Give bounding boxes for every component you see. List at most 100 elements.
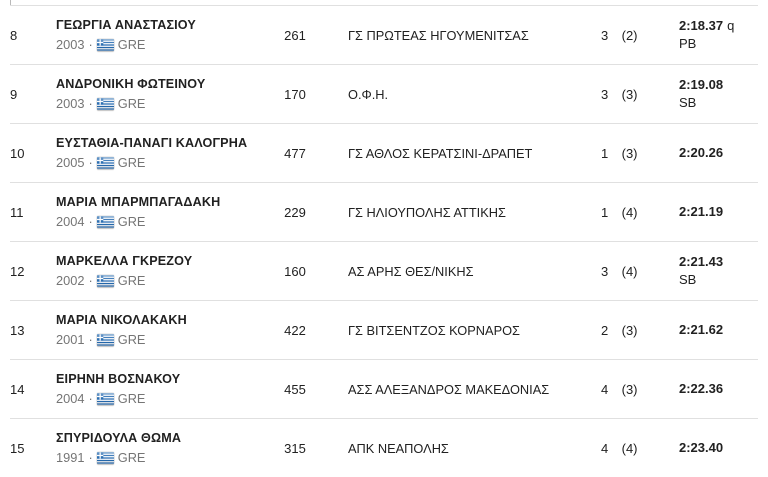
nationality-label: GRE — [117, 273, 146, 288]
results-row[interactable]: 12 ΜΑΡΚΕΛΛΑ ΓΚΡΕΖΟΥ 2002 · — [10, 242, 758, 301]
heat-position: (3) — [621, 145, 638, 161]
results-table: 8 ΓΕΩΡΓΙΑ ΑΝΑΣΤΑΣΙΟΥ 2003 · — [10, 5, 758, 477]
heat-position: (3) — [621, 322, 638, 338]
result-cell: 2:21.62 — [679, 321, 758, 339]
rank-number: 12 — [10, 263, 25, 279]
result-time: 2:18.37 — [679, 18, 724, 33]
bib-number: 229 — [284, 204, 306, 220]
bib-number: 261 — [284, 27, 306, 43]
heat-cell: 1 (4) — [601, 205, 679, 220]
athlete-cell: ΣΠΥΡΙΔΟΥΛΑ ΘΩΜΑ 1991 · — [56, 429, 266, 467]
heat-cell: 3 (3) — [601, 87, 679, 102]
heat-cell: 1 (3) — [601, 146, 679, 161]
result-time-line: 2:20.26 — [679, 144, 758, 162]
athlete-name: ΕΥΣΤΑΘΙΑ-ΠΑΝΑΓΙ ΚΑΛΟΓΡΗΑ — [56, 136, 248, 150]
bib-number: 160 — [284, 263, 306, 279]
result-cell: 2:18.37 q PB — [679, 17, 758, 53]
athlete-cell: ΓΕΩΡΓΙΑ ΑΝΑΣΤΑΣΙΟΥ 2003 · — [56, 16, 266, 54]
greece-flag-icon — [96, 97, 114, 110]
nationality-label: GRE — [117, 155, 146, 170]
heat-number: 3 — [601, 86, 609, 102]
rank-number: 8 — [10, 27, 18, 43]
results-row[interactable]: 13 ΜΑΡΙΑ ΝΙΚΟΛΑΚΑΚΗ 2001 · — [10, 301, 758, 360]
club-name: ΑΣΣ ΑΛΕΞΑΝΔΡΟΣ ΜΑΚΕΔΟΝΙΑΣ — [348, 381, 550, 397]
results-row[interactable]: 11 ΜΑΡΙΑ ΜΠΑΡΜΠΑΓΑΔΑΚΗ 2004 · — [10, 183, 758, 242]
athlete-subline: 2004 · — [56, 389, 266, 408]
result-time-line: 2:21.19 — [679, 203, 758, 221]
result-time: 2:22.36 — [679, 381, 724, 396]
greece-flag-icon — [96, 451, 114, 464]
athlete-cell: ΕΙΡΗΝΗ ΒΟΣΝΑΚΟΥ 2004 · — [56, 370, 266, 408]
athlete-subline: 1991 · — [56, 448, 266, 467]
athlete-name: ΓΕΩΡΓΙΑ ΑΝΑΣΤΑΣΙΟΥ — [56, 18, 196, 32]
table-border-tick — [10, 0, 11, 6]
dot-separator: · — [88, 155, 93, 170]
greece-flag-icon — [96, 392, 114, 405]
dot-separator: · — [88, 332, 93, 347]
result-time-line: 2:23.40 — [679, 439, 758, 457]
result-time-line: 2:21.43 — [679, 253, 758, 271]
result-cell: 2:23.40 — [679, 439, 758, 457]
result-time: 2:23.40 — [679, 440, 724, 455]
nationality-label: GRE — [117, 96, 146, 111]
heat-cell: 4 (3) — [601, 382, 679, 397]
heat-number: 3 — [601, 27, 609, 43]
result-time: 2:21.19 — [679, 204, 724, 219]
greece-flag-icon — [96, 274, 114, 287]
club-name: ΓΣ ΗΛΙΟΥΠΟΛΗΣ ΑΤΤΙΚΗΣ — [348, 204, 506, 220]
dot-separator: · — [88, 450, 93, 465]
athlete-subline: 2003 · — [56, 94, 266, 113]
club-name: ΓΣ ΑΘΛΟΣ ΚΕΡΑΤΣΙΝΙ-ΔΡΑΠΕΤ — [348, 145, 533, 161]
results-row[interactable]: 10 ΕΥΣΤΑΘΙΑ-ΠΑΝΑΓΙ ΚΑΛΟΓΡΗΑ 2005 · — [10, 124, 758, 183]
results-row[interactable]: 14 ΕΙΡΗΝΗ ΒΟΣΝΑΚΟΥ 2004 · — [10, 360, 758, 419]
bib-number: 455 — [284, 381, 306, 397]
result-time-line: 2:22.36 — [679, 380, 758, 398]
heat-number: 2 — [601, 322, 609, 338]
athlete-name: ΣΠΥΡΙΔΟΥΛΑ ΘΩΜΑ — [56, 431, 182, 445]
heat-position: (3) — [621, 381, 638, 397]
result-time: 2:19.08 — [679, 77, 724, 92]
result-qualifier: q — [727, 18, 735, 33]
dot-separator: · — [88, 273, 93, 288]
athlete-name: ΜΑΡΙΑ ΝΙΚΟΛΑΚΑΚΗ — [56, 313, 187, 327]
results-row[interactable]: 15 ΣΠΥΡΙΔΟΥΛΑ ΘΩΜΑ 1991 · — [10, 419, 758, 477]
dot-separator: · — [88, 214, 93, 229]
nationality-label: GRE — [117, 332, 146, 347]
birth-year: 2001 — [56, 332, 85, 347]
heat-cell: 4 (4) — [601, 441, 679, 456]
birth-year: 2005 — [56, 155, 85, 170]
record-note: PB — [679, 36, 697, 51]
club-name: ΓΣ ΒΙΤΣΕΝΤΖΟΣ ΚΟΡΝΑΡΟΣ — [348, 322, 520, 338]
result-time-line: 2:19.08 — [679, 76, 758, 94]
athlete-cell: ΜΑΡΙΑ ΝΙΚΟΛΑΚΑΚΗ 2001 · — [56, 311, 266, 349]
rank-number: 13 — [10, 322, 25, 338]
athlete-name: ΜΑΡΚΕΛΛΑ ΓΚΡΕΖΟΥ — [56, 254, 193, 268]
birth-year: 2004 — [56, 391, 85, 406]
heat-position: (2) — [621, 27, 638, 43]
rank-number: 10 — [10, 145, 25, 161]
results-row[interactable]: 8 ΓΕΩΡΓΙΑ ΑΝΑΣΤΑΣΙΟΥ 2003 · — [10, 6, 758, 65]
greece-flag-icon — [96, 38, 114, 51]
nationality-label: GRE — [117, 391, 146, 406]
heat-number: 4 — [601, 440, 609, 456]
birth-year: 2004 — [56, 214, 85, 229]
heat-cell: 2 (3) — [601, 323, 679, 338]
rank-number: 15 — [10, 440, 25, 456]
results-row[interactable]: 9 ΑΝΔΡΟΝΙΚΗ ΦΩΤΕΙΝΟΥ 2003 · — [10, 65, 758, 124]
birth-year: 2002 — [56, 273, 85, 288]
club-name: ΑΠΚ ΝΕΑΠΟΛΗΣ — [348, 440, 449, 456]
greece-flag-icon — [96, 156, 114, 169]
birth-year: 2003 — [56, 37, 85, 52]
athlete-subline: 2004 · — [56, 212, 266, 231]
athlete-name: ΜΑΡΙΑ ΜΠΑΡΜΠΑΓΑΔΑΚΗ — [56, 195, 221, 209]
heat-number: 1 — [601, 145, 609, 161]
rank-number: 11 — [10, 204, 24, 220]
nationality-label: GRE — [117, 214, 146, 229]
result-cell: 2:21.19 — [679, 203, 758, 221]
bib-number: 170 — [284, 86, 306, 102]
club-name: Ο.Φ.Η. — [348, 86, 389, 102]
result-cell: 2:19.08 SB — [679, 76, 758, 112]
result-time: 2:21.62 — [679, 322, 724, 337]
athlete-name: ΑΝΔΡΟΝΙΚΗ ΦΩΤΕΙΝΟΥ — [56, 77, 206, 91]
athlete-name: ΕΙΡΗΝΗ ΒΟΣΝΑΚΟΥ — [56, 372, 181, 386]
